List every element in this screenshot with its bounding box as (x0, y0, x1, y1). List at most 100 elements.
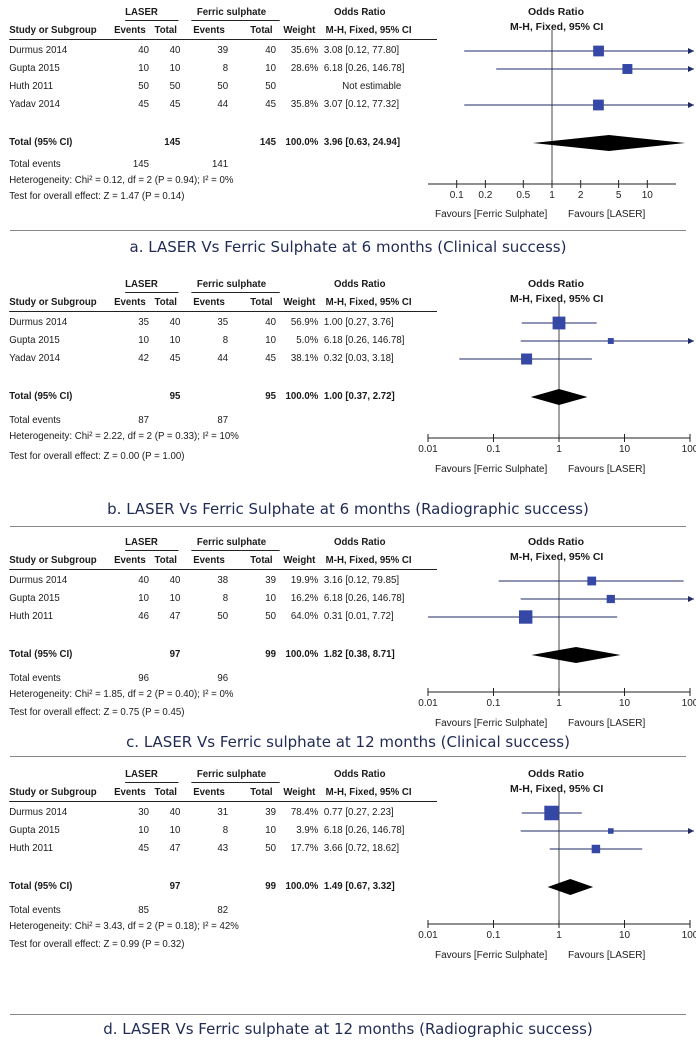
study-t2: 50 (265, 80, 276, 92)
total-weight: 100.0% (285, 880, 319, 892)
total-label: Total (95% CI) (9, 136, 73, 148)
col-total2: Total (250, 24, 273, 36)
total-events2: 96 (217, 672, 229, 684)
x-tick-label: 100 (682, 930, 696, 941)
plot-or-sub: M-H, Fixed, 95% CI (510, 551, 604, 563)
study-weight: 16.2% (290, 592, 319, 604)
plot-or-header: Odds Ratio (528, 278, 585, 290)
study-e2: 44 (217, 98, 229, 110)
col-total1: Total (154, 786, 177, 798)
col-study: Study or Subgroup (9, 786, 97, 798)
study-ci: 3.08 [0.12, 77.80] (323, 44, 400, 56)
col-weight: Weight (283, 24, 316, 36)
x-tick-label: 10 (642, 190, 654, 201)
pooled-diamond (547, 879, 594, 895)
plot-or-sub: M-H, Fixed, 95% CI (510, 293, 604, 305)
col-study: Study or Subgroup (9, 24, 97, 36)
pooled-diamond (530, 389, 588, 405)
study-square (591, 844, 601, 854)
forest-panel-c: LASER Ferric sulphate Odds Ratio Study o… (0, 530, 696, 760)
total-t1: 145 (164, 136, 181, 148)
study-e1: 35 (138, 316, 150, 328)
favours-left: Favours [Ferric Sulphate] (435, 950, 548, 961)
col-study: Study or Subgroup (9, 296, 97, 308)
ci-arrow (688, 596, 694, 602)
study-name: Durmus 2014 (9, 574, 68, 586)
study-t2: 45 (265, 98, 276, 110)
study-e2: 39 (217, 44, 229, 56)
overall-effect-text: Test for overall effect: Z = 0.99 (P = 0… (9, 938, 185, 950)
study-t1: 40 (169, 574, 181, 586)
col-total2: Total (250, 786, 273, 798)
study-e2: 50 (217, 610, 229, 622)
total-events2: 82 (217, 904, 229, 916)
study-t2: 39 (265, 574, 276, 586)
x-tick-label: 0.01 (418, 930, 438, 941)
total-ci: 1.82 [0.38, 8.71] (323, 648, 395, 660)
col-events2: Events (193, 554, 225, 566)
group2-header: Ferric sulphate (196, 6, 267, 18)
col-events1: Events (114, 554, 146, 566)
study-t1: 50 (169, 80, 181, 92)
study-square (608, 828, 614, 834)
study-ci: 0.32 [0.03, 3.18] (323, 352, 394, 364)
x-tick-label: 10 (619, 444, 631, 455)
study-t2: 10 (265, 62, 276, 74)
study-name: Durmus 2014 (9, 44, 68, 56)
study-square (518, 610, 533, 624)
study-e2: 35 (217, 316, 229, 328)
study-t1: 10 (169, 592, 181, 604)
divider (10, 230, 686, 231)
total-t1: 95 (169, 390, 181, 402)
group2-header: Ferric sulphate (196, 768, 267, 780)
group1-header: LASER (125, 6, 158, 18)
col-events2: Events (193, 296, 225, 308)
col-or-sub: M-H, Fixed, 95% CI (325, 786, 412, 798)
total-t2: 99 (265, 880, 276, 892)
col-events2: Events (193, 786, 225, 798)
study-square (552, 316, 566, 330)
study-e2: 8 (222, 592, 229, 604)
x-tick-label: 100 (682, 698, 696, 709)
study-t2: 40 (265, 44, 276, 56)
col-weight: Weight (283, 554, 316, 566)
study-t1: 47 (169, 610, 181, 622)
group1-header: LASER (125, 536, 158, 548)
plot-or-sub: M-H, Fixed, 95% CI (510, 21, 604, 33)
study-e2: 44 (217, 352, 229, 364)
ci-arrow (688, 828, 694, 834)
total-events1: 96 (138, 672, 150, 684)
x-tick-label: 0.1 (487, 698, 501, 709)
study-t1: 10 (169, 824, 181, 836)
col-study: Study or Subgroup (9, 554, 97, 566)
study-e2: 8 (222, 62, 229, 74)
study-ci: 0.31 [0.01, 7.72] (323, 610, 394, 622)
total-t2: 145 (259, 136, 276, 148)
x-tick-label: 5 (616, 190, 622, 201)
study-weight: 28.6% (290, 62, 319, 74)
total-ci: 1.00 [0.37, 2.72] (323, 390, 395, 402)
plot-or-header: Odds Ratio (528, 536, 585, 548)
study-name: Huth 2011 (9, 842, 54, 854)
study-weight: 38.1% (290, 352, 319, 364)
study-name: Huth 2011 (9, 80, 54, 92)
x-tick-label: 2 (578, 190, 584, 201)
x-tick-label: 10 (619, 698, 631, 709)
study-name: Gupta 2015 (9, 592, 60, 604)
study-weight: 17.7% (290, 842, 319, 854)
caption-a: a. LASER Vs Ferric Sulphate at 6 months … (129, 238, 567, 256)
favours-left: Favours [Ferric Sulphate] (435, 718, 548, 729)
favours-right: Favours [LASER] (568, 464, 646, 475)
study-t1: 45 (169, 352, 181, 364)
study-square (593, 45, 604, 57)
study-e2: 50 (217, 80, 229, 92)
study-t1: 10 (169, 334, 181, 346)
study-weight: 3.9% (296, 824, 319, 836)
col-total2: Total (250, 554, 273, 566)
study-name: Yadav 2014 (9, 352, 61, 364)
study-name: Gupta 2015 (9, 62, 60, 74)
study-e1: 10 (138, 592, 150, 604)
plot-or-header: Odds Ratio (528, 768, 585, 780)
study-weight: 56.9% (290, 316, 319, 328)
plot-or-sub: M-H, Fixed, 95% CI (510, 783, 604, 795)
